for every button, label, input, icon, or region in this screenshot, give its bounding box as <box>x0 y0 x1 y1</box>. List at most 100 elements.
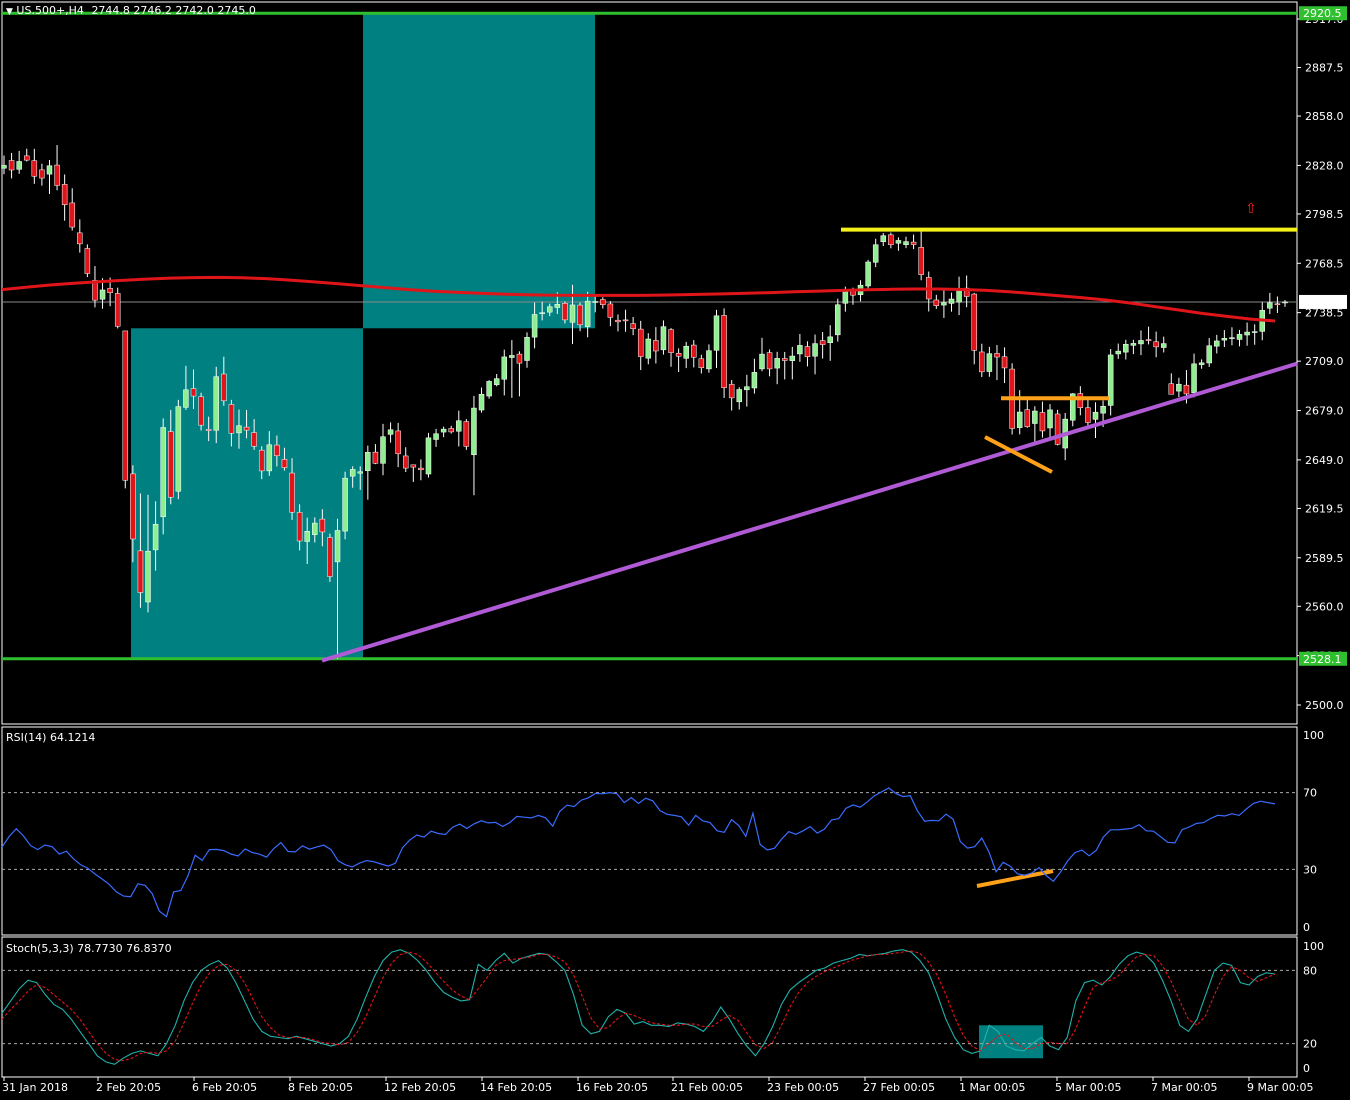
candle <box>501 356 508 380</box>
candle <box>463 421 470 447</box>
candle <box>236 425 242 434</box>
symbol-label: US.500+,H4 <box>16 4 84 17</box>
candle <box>183 389 189 408</box>
candle <box>274 444 280 457</box>
price-axis-label: 2798.5 <box>1305 208 1344 221</box>
candle <box>1282 301 1288 304</box>
price-tag-current-bg <box>1299 294 1347 309</box>
candle <box>789 355 796 361</box>
time-axis-label: 27 Feb 00:05 <box>863 1081 935 1094</box>
candle <box>39 169 45 179</box>
candle <box>1 165 7 169</box>
collapse-triangle-icon[interactable]: ▼ <box>6 7 13 17</box>
stoch-title: Stoch(5,3,3) 78.7730 76.8370 <box>6 942 172 955</box>
candle <box>23 155 30 161</box>
candle <box>175 406 182 492</box>
candle <box>471 407 477 456</box>
stoch-axis-label: 100 <box>1303 940 1324 953</box>
price-tag-bottom-bg <box>1299 651 1347 666</box>
candle <box>721 315 727 388</box>
price-axis-label: 2619.5 <box>1305 502 1344 515</box>
symbol-header: ▼ US.500+,H4 2744.8 2746.2 2742.0 2745.0 <box>6 4 256 17</box>
moving-average-line[interactable] <box>1 275 1276 323</box>
candle <box>971 293 977 351</box>
candle <box>304 531 310 542</box>
candle <box>1274 303 1281 306</box>
candle <box>531 314 538 338</box>
stoch-d-line <box>1 950 1276 1062</box>
candle <box>1145 339 1152 341</box>
candle <box>54 164 60 186</box>
candle <box>107 288 113 293</box>
candle <box>994 353 1000 358</box>
candle <box>84 248 91 274</box>
candle <box>1160 343 1167 348</box>
candle <box>433 433 439 440</box>
time-axis-label: 23 Feb 00:05 <box>767 1081 839 1094</box>
candle <box>114 293 121 327</box>
candle <box>1191 363 1197 394</box>
up-arrow-icon[interactable]: ⇧ <box>1245 201 1257 217</box>
price-tag-top: 2920.5 <box>1303 7 1342 20</box>
candle <box>1138 340 1144 345</box>
candle <box>645 338 652 359</box>
candle <box>713 315 720 351</box>
candle <box>577 304 583 326</box>
candle <box>1176 383 1182 392</box>
candle <box>1107 354 1114 406</box>
candle <box>8 160 15 171</box>
ascending-trendline[interactable] <box>321 361 1298 663</box>
rsi-divergence-line[interactable] <box>976 869 1054 888</box>
price-axis-label: 2500.0 <box>1305 699 1344 712</box>
price-tag-top-bg <box>1299 6 1347 21</box>
candle <box>213 376 219 431</box>
rsi-axis-label: 100 <box>1303 729 1324 742</box>
candle <box>736 389 742 403</box>
candle <box>622 319 629 322</box>
candle <box>1123 343 1129 353</box>
candle <box>569 304 576 323</box>
candle <box>698 358 705 369</box>
stoch-panel-frame <box>1 936 1298 1078</box>
candle <box>349 469 356 477</box>
candle <box>1024 409 1031 427</box>
candle <box>797 345 803 355</box>
candle <box>933 299 940 306</box>
candle <box>895 240 902 244</box>
candle <box>152 523 159 551</box>
candle <box>941 302 947 306</box>
ohlc-readout: 2744.8 2746.2 2742.0 2745.0 <box>91 4 256 17</box>
rsi-title: RSI(14) 64.1214 <box>6 731 96 744</box>
stoch-axis-label: 20 <box>1303 1038 1317 1051</box>
candle <box>668 329 674 353</box>
candle <box>675 353 682 357</box>
candle <box>342 477 348 532</box>
candle <box>289 472 295 513</box>
candle <box>46 165 53 175</box>
time-axis-label: 12 Feb 20:05 <box>384 1081 456 1094</box>
candle <box>380 436 386 464</box>
candle <box>774 358 780 369</box>
candle <box>296 512 303 542</box>
candle <box>198 396 204 426</box>
candle <box>448 428 454 433</box>
candle <box>493 378 500 385</box>
candle <box>918 247 924 275</box>
candle <box>600 299 606 306</box>
candle <box>365 452 371 471</box>
candle <box>865 261 871 287</box>
candle <box>402 455 409 469</box>
candle <box>1183 384 1190 395</box>
candle <box>1229 337 1235 339</box>
candle <box>1054 413 1061 445</box>
price-axis-label: 2709.0 <box>1305 355 1344 368</box>
candle <box>888 234 894 245</box>
candle <box>1115 350 1121 355</box>
candle <box>1153 341 1159 348</box>
candle <box>1130 343 1137 346</box>
candle <box>1085 407 1091 423</box>
candle <box>160 427 166 518</box>
orange-wedge-line[interactable] <box>984 435 1053 474</box>
candle <box>903 241 909 245</box>
